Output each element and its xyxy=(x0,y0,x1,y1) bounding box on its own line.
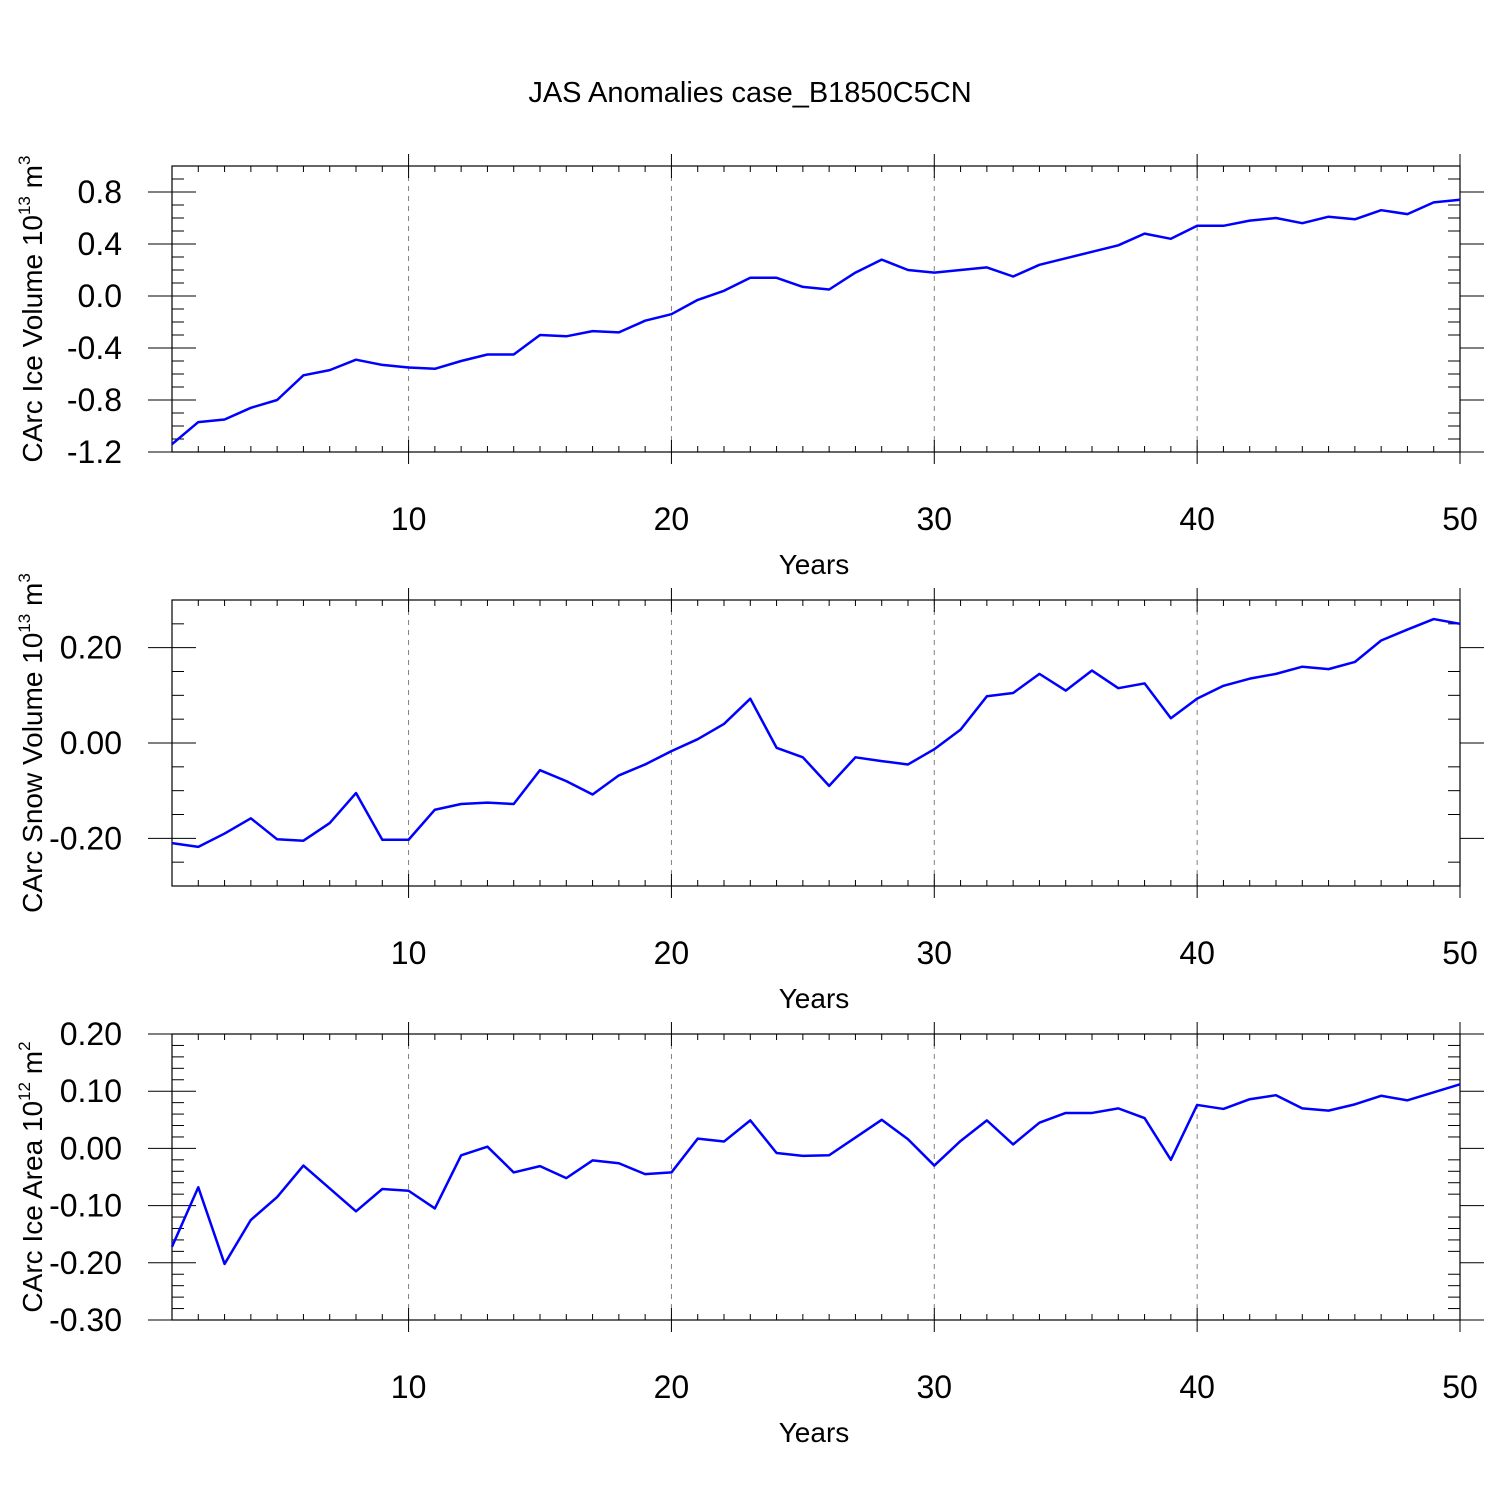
x-tick-label: 20 xyxy=(654,1369,690,1405)
x-tick-label: 10 xyxy=(391,935,427,971)
y-axis-label: CArc Snow Volume 1013 m3 xyxy=(15,573,48,913)
x-tick-label: 40 xyxy=(1179,935,1215,971)
x-tick-label: 50 xyxy=(1442,501,1478,537)
y-tick-label: -0.20 xyxy=(49,820,122,856)
y-tick-label: 0.20 xyxy=(60,630,122,666)
x-tick-label: 10 xyxy=(391,501,427,537)
series-line xyxy=(170,1083,1461,1266)
x-tick-label: 20 xyxy=(654,935,690,971)
y-tick-label: 0.20 xyxy=(60,1016,122,1052)
x-tick-label: 20 xyxy=(654,501,690,537)
series-line xyxy=(171,198,1461,446)
y-tick-label: 0.4 xyxy=(78,226,122,262)
y-tick-label: 0.00 xyxy=(60,725,122,761)
y-tick-label: -0.8 xyxy=(67,382,122,418)
panel-3: 10 20 30 40 50 0.20 0.10 0.00 -0.10 -0.20 -0.30 Yea… xyxy=(15,1016,1484,1448)
plot-frame xyxy=(171,599,1461,887)
chart-title: JAS Anomalies case_B1850C5CN xyxy=(528,77,971,109)
y-tick-label: -1.2 xyxy=(67,434,122,470)
x-axis-label: Years xyxy=(779,1417,850,1448)
y-tick-label: 0.00 xyxy=(60,1130,122,1166)
plot-frame xyxy=(171,165,1461,453)
chart-panels: 10 20 30 40 50 0.8 0.4 0.0 -0.4 -0.8 -1.2 Years CArc… xyxy=(15,154,1484,1448)
y-axis-label: CArc Ice Area 1012 m2 xyxy=(15,1041,48,1312)
y-tick-label: 0.10 xyxy=(60,1073,122,1109)
y-tick-label: -0.30 xyxy=(49,1302,122,1338)
x-axis-label: Years xyxy=(779,983,850,1014)
y-tick-label: 0.0 xyxy=(78,278,122,314)
y-tick-label: -0.10 xyxy=(49,1188,122,1224)
panel-2: 10 20 30 40 50 0.20 0.00 -0.20 Years CArc Snow Vo… xyxy=(15,573,1484,1014)
x-axis-label: Years xyxy=(779,549,850,580)
x-tick-label: 40 xyxy=(1179,1369,1215,1405)
y-axis-label: CArc Ice Volume 1013 m3 xyxy=(15,156,48,463)
x-tick-label: 10 xyxy=(391,1369,427,1405)
x-tick-label: 30 xyxy=(916,501,952,537)
plot-frame xyxy=(171,1033,1461,1321)
y-tick-label: 0.8 xyxy=(78,174,122,210)
series-line xyxy=(171,617,1461,849)
x-tick-label: 30 xyxy=(916,935,952,971)
y-tick-label: -0.4 xyxy=(67,330,122,366)
x-tick-label: 40 xyxy=(1179,501,1215,537)
y-tick-label: -0.20 xyxy=(49,1245,122,1281)
x-tick-label: 30 xyxy=(916,1369,952,1405)
x-tick-label: 50 xyxy=(1442,935,1478,971)
panel-1: 10 20 30 40 50 0.8 0.4 0.0 -0.4 -0.8 -1.2 Years CArc… xyxy=(15,154,1484,580)
x-tick-label: 50 xyxy=(1442,1369,1478,1405)
